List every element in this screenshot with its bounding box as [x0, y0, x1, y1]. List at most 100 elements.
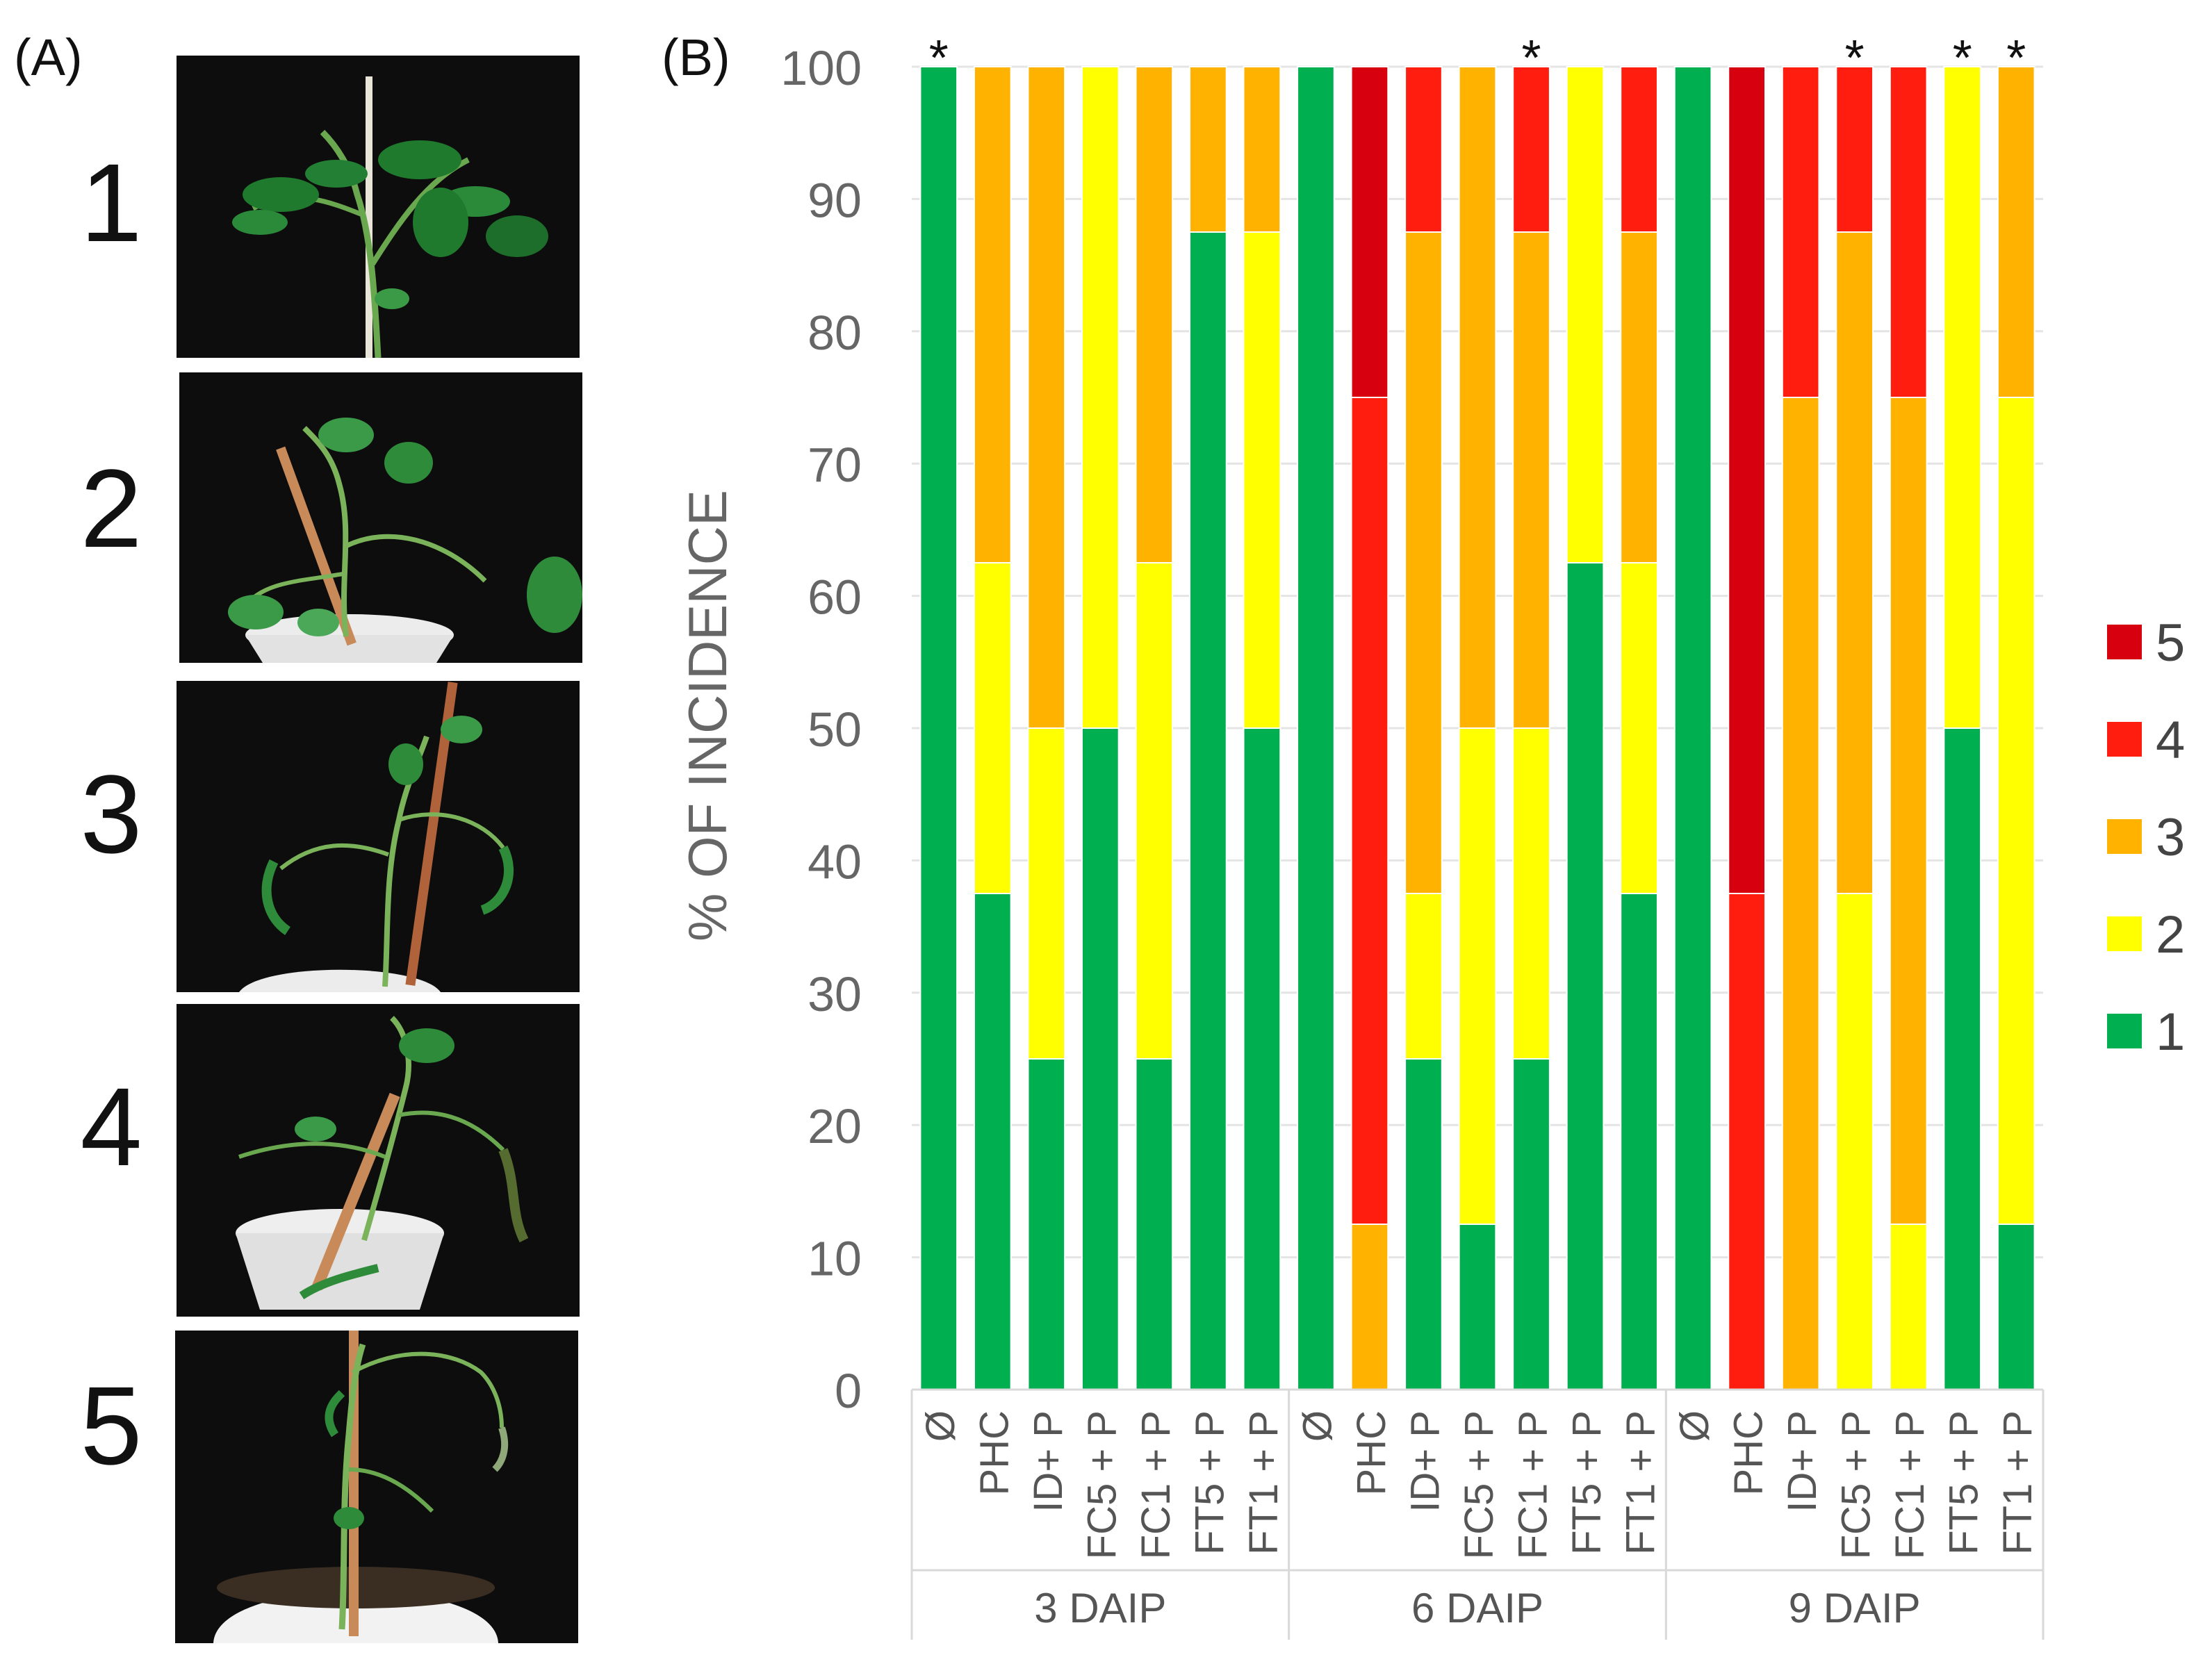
- x-group-label: 3 DAIP: [1034, 1585, 1166, 1631]
- x-category-label: Ø: [1672, 1410, 1717, 1442]
- significance-asterisk: *: [1953, 31, 1972, 86]
- scale-label-4: 4: [80, 1064, 142, 1189]
- bar-segment-level-3: [1458, 66, 1497, 729]
- x-category-label: FT5 + P: [1187, 1410, 1232, 1555]
- slightly-wilted-tomato-plant-photo: [179, 372, 582, 663]
- x-category-label: PHC: [1726, 1410, 1771, 1495]
- legend-swatch-1: [2107, 1014, 2142, 1048]
- x-category-label: FT1 + P: [1995, 1410, 2040, 1555]
- y-tick-label: 40: [808, 834, 862, 889]
- bar-segment-level-3: [1243, 66, 1281, 233]
- legend-label-4: 4: [2156, 711, 2185, 770]
- significance-asterisk: *: [2006, 31, 2026, 86]
- bar-segment-level-1: [919, 66, 958, 1390]
- bar-segment-level-3: [1835, 231, 1874, 894]
- bar-segment-level-1: [1027, 1058, 1066, 1390]
- bar-segment-level-1: [1081, 727, 1120, 1390]
- y-tick-label: 90: [808, 173, 862, 227]
- bar-segment-level-1: [1135, 1058, 1174, 1390]
- legend-label-3: 3: [2156, 808, 2185, 867]
- legend-swatch-2: [2107, 916, 2142, 951]
- scale-label-5: 5: [80, 1363, 142, 1488]
- legend-label-5: 5: [2156, 613, 2185, 673]
- legend-label-2: 2: [2156, 905, 2185, 964]
- bar-segment-level-2: [1835, 893, 1874, 1390]
- bar-segment-level-5: [1728, 66, 1766, 894]
- bar-segment-level-4: [1728, 893, 1766, 1390]
- bar-segment-level-1: [1620, 893, 1658, 1390]
- x-category-label: FT5 + P: [1564, 1410, 1609, 1555]
- bar-segment-level-1: [1404, 1058, 1443, 1390]
- legend-label-1: 1: [2156, 1003, 2185, 1062]
- x-category-label: FC5 + P: [1079, 1410, 1124, 1559]
- bar-segment-level-4: [1512, 66, 1550, 233]
- bar-segment-level-5: [1350, 66, 1389, 398]
- y-axis-label: % OF INCIDENCE: [677, 490, 738, 941]
- bar-segment-level-1: [1189, 231, 1227, 1390]
- bar-segment-level-2: [1458, 727, 1497, 1225]
- x-category-label: ID+ P: [1402, 1410, 1448, 1513]
- bar-segment-level-2: [1889, 1224, 1928, 1390]
- y-tick-label: 70: [808, 438, 862, 492]
- x-group-label: 6 DAIP: [1411, 1585, 1543, 1631]
- y-tick-label: 30: [808, 967, 862, 1021]
- x-category-label: PHC: [1349, 1410, 1394, 1495]
- bar-segment-level-3: [973, 66, 1012, 563]
- x-category-label: Ø: [918, 1410, 963, 1442]
- scale-label-3: 3: [80, 752, 142, 876]
- x-category-label: FC5 + P: [1457, 1410, 1502, 1559]
- x-category-label: FC5 + P: [1834, 1410, 1879, 1559]
- x-category-label: PHC: [972, 1410, 1017, 1495]
- bar-segment-level-3: [1997, 66, 2035, 398]
- bar-segment-level-4: [1889, 66, 1928, 398]
- bar-segment-level-1: [1512, 1058, 1550, 1390]
- bar-segment-level-4: [1781, 66, 1820, 398]
- bar-segment-level-2: [1081, 66, 1120, 729]
- panel-a-label: (A): [14, 28, 83, 86]
- x-category-label: FT1 + P: [1619, 1410, 1664, 1555]
- significance-asterisk: *: [1522, 31, 1541, 86]
- x-category-label: FT1 + P: [1241, 1410, 1286, 1555]
- x-category-label: Ø: [1295, 1410, 1340, 1442]
- bar-segment-level-2: [1135, 562, 1174, 1060]
- bar-segment-level-2: [1620, 562, 1658, 894]
- bar-segment-level-2: [1404, 893, 1443, 1060]
- bar-segment-level-3: [1620, 231, 1658, 563]
- x-category-label: ID+ P: [1026, 1410, 1071, 1513]
- bar-segment-level-3: [1512, 231, 1550, 729]
- x-group-label: 9 DAIP: [1789, 1585, 1921, 1631]
- bar-segment-level-3: [1135, 66, 1174, 563]
- bar-segment-level-1: [973, 893, 1012, 1390]
- y-tick-label: 20: [808, 1099, 862, 1153]
- bar-segment-level-4: [1620, 66, 1658, 233]
- bar-segment-level-3: [1404, 231, 1443, 894]
- bar-segment-level-3: [1350, 1224, 1389, 1390]
- bar-segment-level-2: [1997, 397, 2035, 1225]
- x-category-label: FC1 + P: [1511, 1410, 1556, 1559]
- y-tick-label: 0: [835, 1364, 862, 1418]
- healthy-tomato-plant-photo: [177, 56, 580, 358]
- bar-segment-level-1: [1943, 727, 1982, 1390]
- bar-segment-level-4: [1350, 397, 1389, 1225]
- x-category-label: FC1 + P: [1133, 1410, 1179, 1559]
- scale-label-2: 2: [80, 446, 142, 570]
- severely-wilted-tomato-plant-photo: [177, 1004, 580, 1317]
- bar-segment-level-3: [1027, 66, 1066, 729]
- bar-segment-level-1: [1997, 1224, 2035, 1390]
- bar-segment-level-1: [1458, 1224, 1497, 1390]
- y-tick-label: 80: [808, 306, 862, 360]
- wilted-tomato-plant-photo: [177, 681, 580, 992]
- bar-segment-level-1: [1297, 66, 1335, 1390]
- bar-segment-level-1: [1673, 66, 1712, 1390]
- bar-segment-level-2: [1943, 66, 1982, 729]
- bar-segment-level-1: [1243, 727, 1281, 1390]
- y-tick-label: 60: [808, 570, 862, 625]
- significance-asterisk: *: [1845, 31, 1865, 86]
- panel-b-label: (B): [662, 28, 730, 86]
- x-category-label: ID+ P: [1780, 1410, 1825, 1513]
- legend-swatch-3: [2107, 819, 2142, 854]
- bar-segment-level-2: [1243, 231, 1281, 729]
- bar-segment-level-4: [1835, 66, 1874, 233]
- bar-segment-level-2: [1027, 727, 1066, 1060]
